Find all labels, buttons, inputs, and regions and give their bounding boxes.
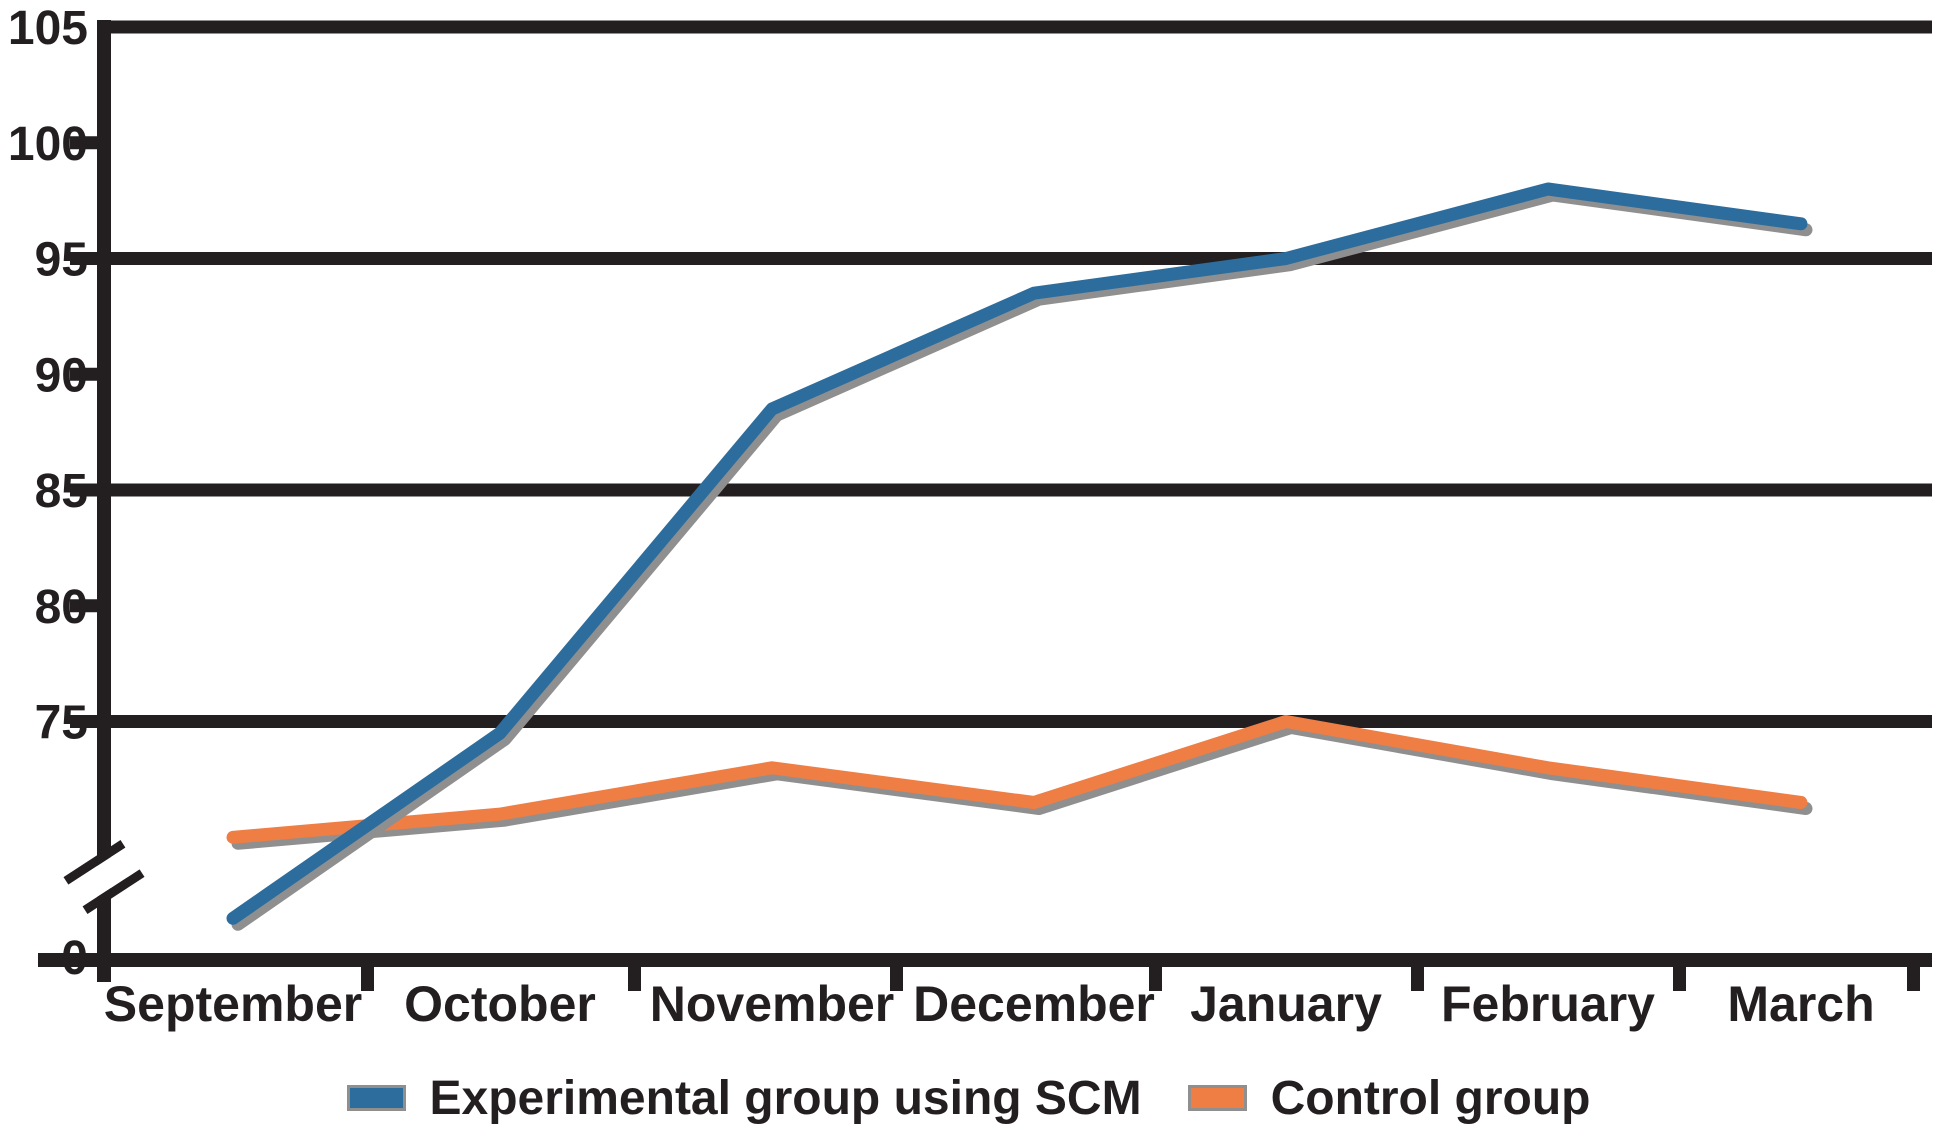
series-line-experimental-group-using-scm bbox=[226, 182, 1808, 925]
y-axis-label-0: 0 bbox=[61, 932, 88, 985]
series-line-control-group bbox=[226, 715, 1808, 844]
x-tick-3 bbox=[1149, 967, 1162, 991]
x-axis-label-december: December bbox=[913, 976, 1155, 1032]
x-axis-label-november: November bbox=[650, 976, 895, 1032]
legend-item-experimental-group-using-scm: Experimental group using SCM bbox=[346, 1071, 1142, 1126]
gridline-75 bbox=[70, 715, 1932, 728]
legend-swatch-control-group bbox=[1187, 1085, 1247, 1111]
x-axis-label-january: January bbox=[1190, 976, 1382, 1032]
y-axis-label-75: 75 bbox=[35, 697, 88, 750]
legend-label-experimental-group-using-scm: Experimental group using SCM bbox=[429, 1071, 1142, 1125]
x-axis-label-march: March bbox=[1727, 976, 1874, 1032]
y-tick-100 bbox=[70, 136, 97, 150]
y-axis-label-100: 100 bbox=[8, 118, 88, 171]
y-axis-break-icon bbox=[63, 840, 145, 914]
legend-label-control-group: Control group bbox=[1270, 1071, 1591, 1125]
gridline-95 bbox=[70, 252, 1932, 265]
gridline-105 bbox=[97, 20, 1932, 34]
y-tick-80 bbox=[70, 599, 97, 613]
legend-swatch-experimental-group-using-scm bbox=[346, 1085, 406, 1111]
legend-item-control-group: Control group bbox=[1187, 1071, 1591, 1126]
x-axis-label-september: September bbox=[104, 976, 362, 1032]
x-tick-5 bbox=[1673, 967, 1686, 991]
x-tick-1 bbox=[628, 967, 641, 991]
y-tick-90 bbox=[70, 367, 97, 381]
x-axis-label-october: October bbox=[404, 976, 596, 1032]
y-axis-label-105: 105 bbox=[8, 2, 88, 55]
chart-legend: Experimental group using SCM Control grou… bbox=[0, 1068, 1937, 1128]
x-tick-2 bbox=[890, 967, 903, 991]
x-tick-4 bbox=[1411, 967, 1424, 991]
x-tick-0 bbox=[361, 967, 374, 991]
y-axis-label-85: 85 bbox=[35, 465, 88, 518]
y-axis-label-90: 90 bbox=[35, 349, 88, 402]
x-axis-line bbox=[38, 953, 1932, 967]
x-axis-label-february: February bbox=[1441, 976, 1655, 1032]
gridline-85 bbox=[70, 483, 1932, 497]
y-axis-label-80: 80 bbox=[35, 581, 88, 634]
x-tick-6 bbox=[1907, 967, 1920, 991]
y-axis-label-95: 95 bbox=[35, 234, 88, 287]
y-axis-line bbox=[97, 20, 111, 982]
